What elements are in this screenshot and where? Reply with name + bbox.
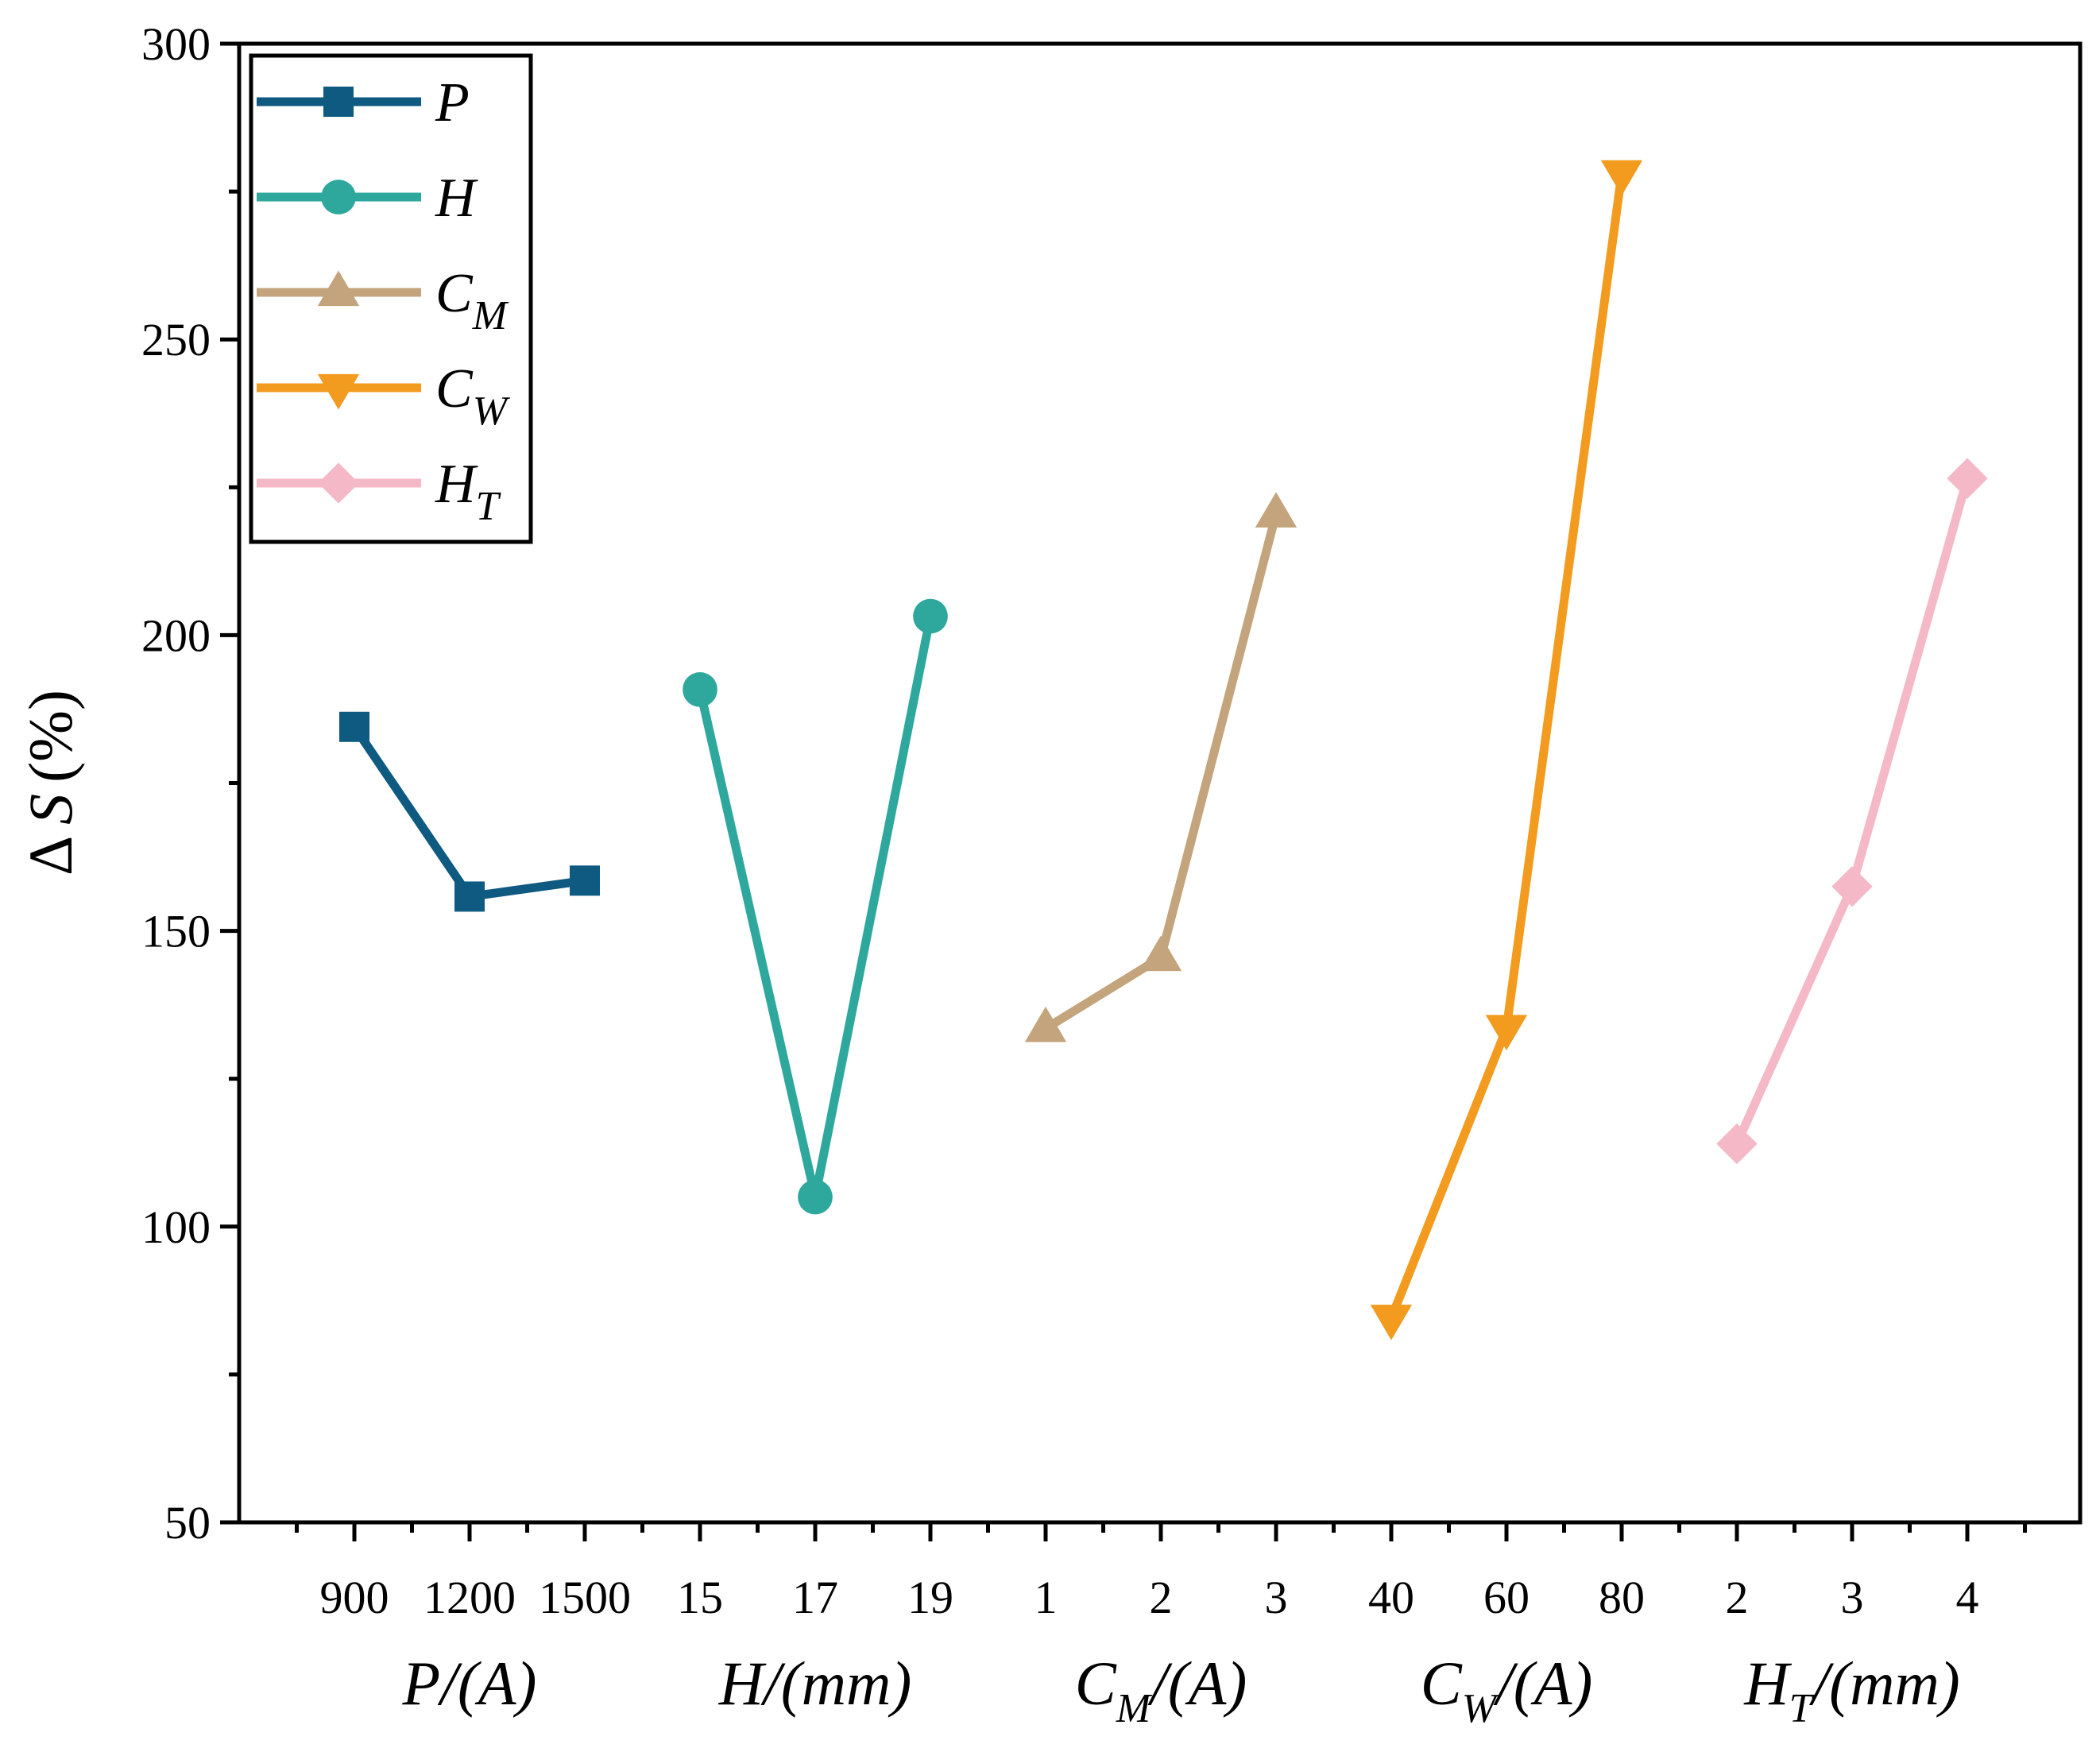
series-line <box>1386 173 1626 1321</box>
marker-diamond <box>1716 1123 1758 1165</box>
legend-item-CW: CW <box>257 358 511 434</box>
x-group-title-unit: /(A) <box>1147 1649 1247 1718</box>
x-tick-label: 15 <box>677 1572 723 1623</box>
y-tick-label: 200 <box>141 609 211 661</box>
series-P <box>339 711 600 912</box>
x-group-title-sub: W <box>1462 1686 1500 1731</box>
legend-label-base: H <box>435 454 478 515</box>
legend-label-sub: M <box>472 293 509 338</box>
series-layer <box>339 160 1988 1340</box>
x-tick-label: 2 <box>1150 1572 1173 1623</box>
x-group-title-unit: /(A) <box>437 1649 536 1718</box>
marker-triangle-down <box>317 373 360 410</box>
x-group-title-unit: /(A) <box>1493 1649 1592 1718</box>
marker-triangle-down <box>1600 160 1643 196</box>
x-axis-group-titles: P/(A) H/(mm) CM/(A) CW/(A) HT/(mm) <box>402 1649 1960 1731</box>
x-tick-label: 3 <box>1265 1572 1288 1623</box>
legend-label-base: P <box>435 72 470 133</box>
marker-circle <box>683 672 717 707</box>
legend-label: CW <box>435 358 511 434</box>
y-axis: 50 100 150 200 250 300 <box>141 18 239 1549</box>
x-tick-label: 2 <box>1726 1572 1749 1623</box>
marker-square <box>339 711 369 742</box>
series-line <box>695 615 935 1202</box>
marker-triangle-up <box>1255 492 1298 528</box>
series-H <box>683 598 948 1215</box>
marker-square <box>570 865 600 896</box>
legend-label-sub: T <box>476 484 501 529</box>
x-group-title-base: P <box>402 1649 441 1718</box>
y-axis-title: ΔS (%) <box>16 690 85 876</box>
x-tick-label: 1200 <box>423 1572 516 1623</box>
marker-triangle-up <box>1139 935 1182 972</box>
marker-circle <box>913 598 948 634</box>
legend-label: H <box>435 168 478 229</box>
y-tick-label: 150 <box>141 906 211 957</box>
x-tick-label: 80 <box>1599 1572 1645 1623</box>
series-line <box>1732 477 1972 1146</box>
x-group-title-sub: M <box>1116 1686 1153 1731</box>
x-group-title: CW/(A) <box>1421 1649 1593 1731</box>
y-axis-title-variable: S <box>16 794 85 825</box>
x-tick-label: 3 <box>1841 1572 1864 1623</box>
legend-label-base: C <box>435 358 474 420</box>
series-CM <box>1024 492 1298 1042</box>
x-group-title: HT/(mm) <box>1743 1649 1960 1731</box>
series-line <box>350 724 586 901</box>
x-group-title-unit: /(mm) <box>1808 1649 1959 1718</box>
marker-circle <box>798 1179 833 1215</box>
y-tick-label: 50 <box>164 1497 211 1549</box>
legend-label: CM <box>435 263 509 338</box>
series-HT <box>1716 458 1988 1165</box>
y-axis-title-symbol: Δ <box>16 836 85 876</box>
x-group-title: P/(A) <box>402 1649 537 1718</box>
y-tick-label: 300 <box>141 18 211 70</box>
marker-triangle-up <box>1024 1006 1067 1042</box>
legend-label-base: C <box>435 263 474 324</box>
marker-diamond <box>318 462 359 504</box>
legend-label-sub: W <box>473 389 511 434</box>
x-axis: 900 1200 1500 15 17 19 1 2 3 40 60 80 2 3 4 <box>295 1522 2027 1623</box>
x-group-title-unit: /(mm) <box>760 1649 911 1718</box>
legend-item-HT: HT <box>257 454 501 529</box>
x-group-title-sub: T <box>1789 1686 1815 1731</box>
legend-item-H: H <box>257 168 478 229</box>
series-CW <box>1370 160 1643 1340</box>
x-tick-label: 1500 <box>539 1572 631 1623</box>
legend-label-base: H <box>435 168 478 229</box>
legend-frame <box>249 53 533 544</box>
x-tick-label: 4 <box>1956 1572 1979 1623</box>
x-group-title-base: H <box>718 1649 767 1718</box>
x-group-title: H/(mm) <box>718 1649 912 1718</box>
x-tick-label: 17 <box>792 1572 838 1623</box>
marker-circle <box>321 180 356 215</box>
legend-label: HT <box>435 454 501 529</box>
marker-triangle-down <box>1485 1015 1528 1050</box>
x-tick-label: 900 <box>320 1572 389 1623</box>
x-group-title-base: C <box>1075 1649 1117 1718</box>
legend-item-CM: CM <box>257 263 509 338</box>
x-tick-label: 1 <box>1035 1572 1058 1623</box>
marker-triangle-up <box>317 270 360 307</box>
y-axis-title-unit: (%) <box>16 690 85 783</box>
x-group-title-base: C <box>1421 1649 1463 1718</box>
marker-diamond <box>1947 458 1988 499</box>
x-group-title: CM/(A) <box>1075 1649 1247 1731</box>
marker-diamond <box>1831 866 1873 907</box>
x-group-title-base: H <box>1743 1649 1792 1718</box>
marker-square <box>323 87 354 117</box>
legend-item-P: P <box>257 72 470 133</box>
marker-square <box>454 881 485 912</box>
legend-label: P <box>435 72 470 133</box>
x-tick-label: 40 <box>1368 1572 1414 1623</box>
x-tick-label: 19 <box>907 1572 953 1623</box>
y-tick-label: 250 <box>141 314 211 365</box>
marker-triangle-down <box>1370 1305 1413 1340</box>
y-tick-label: 100 <box>141 1201 211 1253</box>
x-tick-label: 60 <box>1483 1572 1530 1623</box>
